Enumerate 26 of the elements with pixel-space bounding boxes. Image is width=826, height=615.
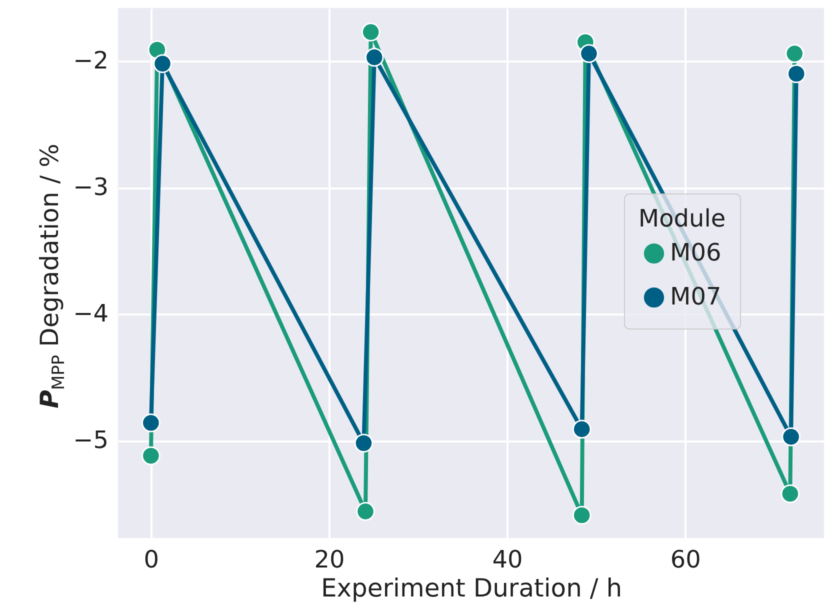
point	[361, 22, 380, 42]
point	[780, 484, 800, 504]
point	[354, 434, 374, 453]
x-tick-label: 60	[670, 546, 701, 574]
legend-label: M07	[670, 282, 722, 310]
y-tick-label: −2	[73, 46, 108, 75]
x-tick-label: 0	[144, 546, 160, 574]
point	[785, 44, 804, 63]
point	[142, 446, 160, 466]
point	[572, 420, 592, 439]
point	[142, 414, 160, 432]
point	[153, 54, 172, 74]
legend-title: Module	[638, 204, 726, 232]
x-tick-label: 20	[314, 546, 345, 574]
x-axis-title: Experiment Duration / h	[320, 574, 622, 602]
y-tick-label: −3	[73, 173, 108, 202]
point	[364, 48, 384, 67]
point	[356, 502, 375, 521]
point	[786, 64, 806, 84]
point	[572, 506, 592, 525]
legend-label: M06	[670, 238, 722, 266]
point	[782, 427, 800, 446]
y-tick-label: −5	[73, 426, 108, 454]
point	[580, 44, 598, 63]
x-tick-label: 40	[492, 546, 523, 574]
y-tick-label: −4	[73, 300, 108, 328]
